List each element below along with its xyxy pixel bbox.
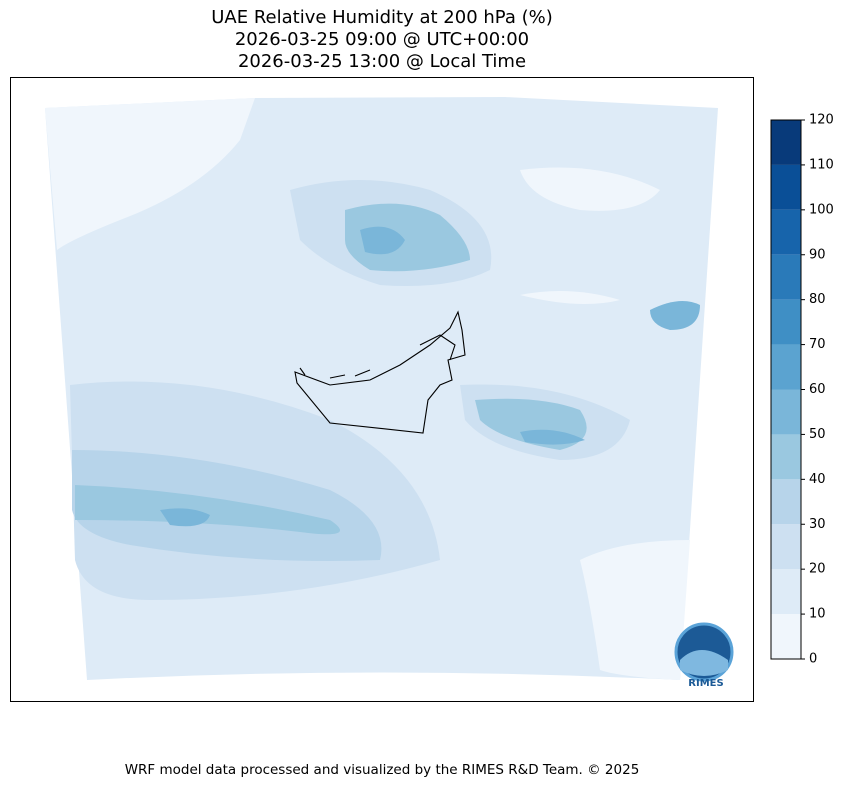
field-high [345, 203, 470, 272]
field-low [580, 540, 690, 680]
field-high [75, 485, 340, 535]
colorbar-segment [771, 164, 801, 210]
colorbar-tick-label: 0 [809, 652, 817, 667]
colorbar: 0 10 20 30 40 50 60 70 80 90 100 110 120 [770, 113, 834, 667]
colorbar-segment [771, 434, 801, 480]
colorbar-segment [771, 569, 801, 615]
colorbar-tick-label: 100 [809, 202, 834, 217]
title-line: UAE Relative Humidity at 200 hPa (%) [211, 7, 552, 28]
uae-border [294, 310, 466, 434]
colorbar-segment [771, 120, 801, 165]
colorbar-tick-label: 30 [809, 517, 826, 532]
islands [299, 367, 371, 379]
logo-text: RIMES [688, 678, 723, 689]
logo: RIMES [674, 622, 734, 689]
colorbar-segment [771, 254, 801, 300]
field-peak [520, 429, 585, 445]
colorbar-segment [771, 524, 801, 570]
colorbar-segment [771, 209, 801, 255]
colorbar-tick-label: 80 [809, 292, 826, 307]
colorbar-tick-label: 70 [809, 337, 826, 352]
logo-wave [680, 650, 728, 676]
field-peak [650, 301, 700, 330]
title-line: 2026-03-25 09:00 @ UTC+00:00 [235, 29, 529, 50]
field-low [520, 291, 620, 304]
title-line: 2026-03-25 13:00 @ Local Time [238, 51, 526, 72]
footer: WRF model data processed and visualized … [125, 762, 640, 778]
colorbar-segment [771, 479, 801, 525]
emirate-border [419, 334, 456, 361]
colorbar-segment [771, 614, 801, 659]
field-low [520, 167, 660, 211]
colorbar-tick-label: 90 [809, 247, 826, 262]
colorbar-tick-label: 50 [809, 427, 826, 442]
colorbar-tick-label: 60 [809, 382, 826, 397]
colorbar-tick-label: 10 [809, 607, 826, 622]
colorbar-segment [771, 389, 801, 435]
colorbar-tick-label: 110 [809, 157, 834, 172]
humidity-field [45, 97, 718, 680]
field-peak [360, 226, 405, 255]
field-peak [160, 508, 210, 527]
colorbar-segment [771, 299, 801, 345]
uae-outline [294, 310, 466, 434]
colorbar-tick-label: 20 [809, 562, 826, 577]
colorbar-segment [771, 344, 801, 390]
colorbar-tick-label: 40 [809, 472, 826, 487]
colorbar-tick-label: 120 [809, 113, 834, 128]
field-low [45, 98, 255, 250]
